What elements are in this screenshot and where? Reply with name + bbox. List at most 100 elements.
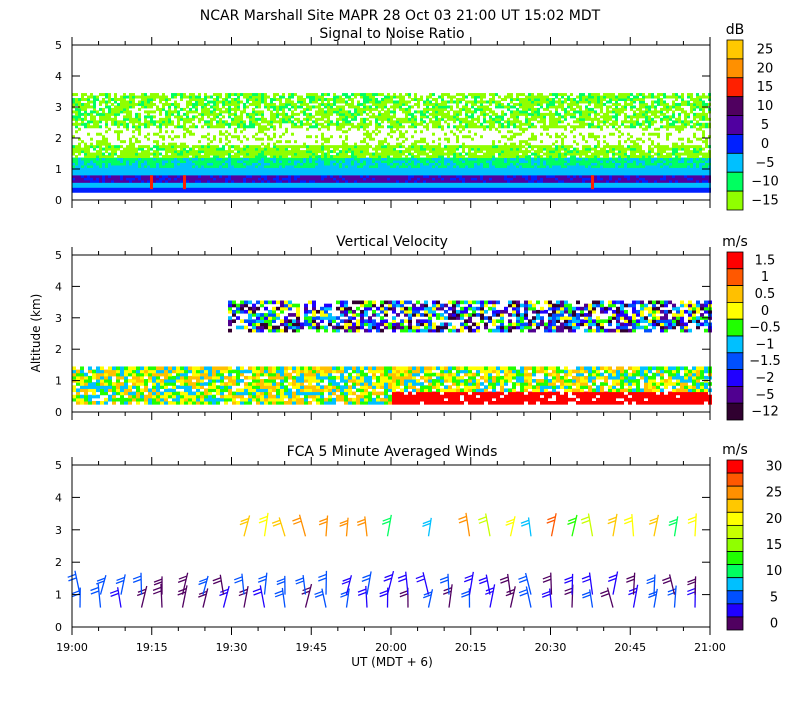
snr-cell (444, 120, 447, 124)
snr-cell (252, 110, 255, 114)
snr-cell (126, 152, 129, 156)
snr-cell (222, 98, 225, 101)
snr-cell (261, 152, 264, 156)
snr-cell (348, 147, 351, 151)
snr-cell (561, 142, 564, 146)
snr-cell (327, 140, 330, 144)
snr-cell (261, 115, 264, 119)
snr-cell (474, 125, 477, 129)
snr-cell (549, 182, 552, 186)
snr-cell (444, 93, 447, 97)
snr-cell (537, 120, 540, 124)
snr-cell (255, 152, 258, 156)
snr-cell (75, 187, 78, 191)
snr-cell (429, 102, 432, 106)
snr-cell (435, 172, 438, 176)
snr-cell (93, 110, 96, 114)
snr-cell (273, 179, 276, 183)
snr-cell (114, 130, 117, 134)
snr-cell (315, 100, 318, 104)
snr-cell (564, 174, 567, 178)
snr-cell (348, 184, 351, 188)
snr-cell (255, 160, 258, 163)
snr-cell (333, 177, 336, 181)
snr-cell (432, 189, 435, 193)
snr-cell (432, 150, 435, 154)
snr-cell (171, 184, 174, 188)
snr-cell (162, 95, 165, 99)
snr-cell (102, 98, 105, 101)
snr-cell (492, 169, 495, 173)
snr-cell (204, 120, 207, 124)
snr-cell (519, 100, 522, 104)
snr-cell (507, 93, 510, 97)
snr-cell (543, 98, 546, 101)
snr-cell (525, 152, 528, 156)
snr-cell (492, 189, 495, 193)
snr-cell (387, 189, 390, 193)
snr-cell (399, 179, 402, 183)
snr-cell (93, 105, 96, 109)
snr-cell (141, 105, 144, 109)
snr-cell (426, 172, 429, 176)
snr-cell (288, 115, 291, 119)
snr-cell (378, 93, 381, 97)
snr-cell (357, 93, 360, 97)
snr-cell (132, 160, 135, 163)
snr-cell (486, 167, 489, 171)
snr-cell (384, 102, 387, 106)
snr-cell (408, 145, 411, 149)
snr-cell (372, 95, 375, 99)
snr-cell (453, 150, 456, 154)
snr-cell (522, 102, 525, 106)
snr-cell (420, 140, 423, 144)
snr-cell (282, 150, 285, 154)
snr-cell (321, 95, 324, 99)
snr-cell (519, 93, 522, 97)
snr-cell (450, 162, 453, 166)
snr-cell (528, 137, 531, 141)
snr-cell (474, 182, 477, 186)
snr-cell (168, 162, 171, 166)
snr-cell (96, 95, 99, 99)
snr-cell (126, 157, 129, 161)
snr-cell (111, 117, 114, 121)
snr-cell (318, 182, 321, 186)
snr-cell (519, 132, 522, 136)
snr-cell (312, 182, 315, 186)
snr-cell (276, 157, 279, 161)
snr-cell (177, 152, 180, 156)
snr-cell (531, 95, 534, 99)
snr-cell (171, 145, 174, 149)
snr-cell (78, 117, 81, 121)
snr-cell (507, 187, 510, 191)
snr-cell (342, 150, 345, 154)
snr-cell (501, 135, 504, 139)
snr-cell (171, 189, 174, 193)
snr-cell (291, 115, 294, 119)
snr-cell (498, 164, 501, 168)
snr-cell (237, 167, 240, 171)
snr-cell (393, 189, 396, 193)
snr-cell (225, 157, 228, 161)
snr-cell (357, 169, 360, 173)
snr-cell (441, 189, 444, 193)
snr-cell (351, 157, 354, 161)
snr-cell (480, 105, 483, 109)
snr-cell (327, 157, 330, 161)
snr-cell (333, 157, 336, 161)
snr-cell (171, 172, 174, 176)
snr-cell (393, 100, 396, 104)
snr-cell (279, 162, 282, 166)
snr-cell (264, 174, 267, 178)
snr-cell (258, 167, 261, 171)
snr-cell (519, 127, 522, 131)
snr-cell (351, 184, 354, 188)
snr-cell (516, 102, 519, 106)
snr-cell (219, 122, 222, 126)
snr-cell (273, 174, 276, 178)
snr-cell (486, 152, 489, 156)
snr-cell (381, 179, 384, 183)
snr-cell (459, 189, 462, 193)
snr-cell (537, 112, 540, 116)
